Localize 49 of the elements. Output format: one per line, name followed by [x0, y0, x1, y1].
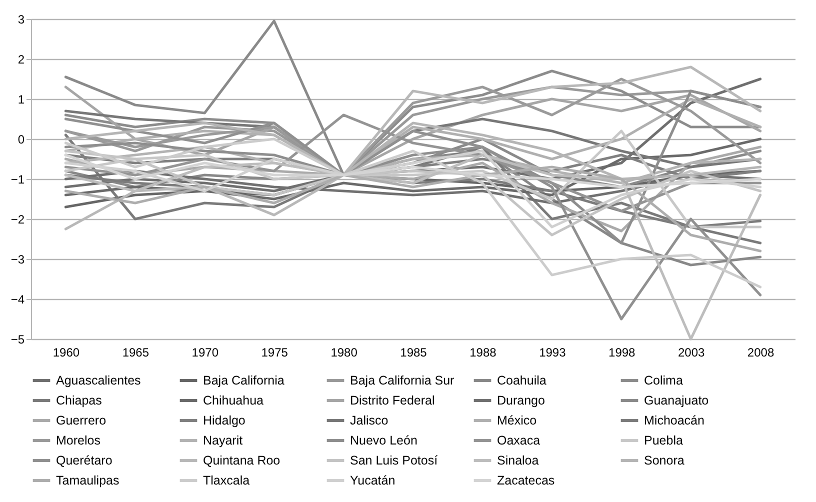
legend-label: Sonora — [644, 454, 684, 468]
legend-label: Yucatán — [350, 474, 396, 488]
legend-label: Sinaloa — [497, 454, 539, 468]
legend-label: Baja California — [203, 374, 284, 388]
legend-label: Quintana Roo — [203, 454, 280, 468]
y-tick-label: −1 — [10, 172, 25, 186]
y-tick-label: −5 — [10, 332, 25, 346]
x-tick-label: 1985 — [400, 346, 428, 360]
legend-label: Zacatecas — [497, 474, 555, 488]
legend-label: Durango — [497, 394, 545, 408]
legend-label: Nayarit — [203, 434, 244, 448]
legend-label: Guerrero — [56, 414, 106, 428]
y-tick-label: 1 — [18, 92, 25, 106]
y-tick-label: 0 — [18, 132, 25, 146]
x-tick-label: 1960 — [52, 346, 80, 360]
legend-label: Hidalgo — [203, 414, 246, 428]
legend-label: Michoacán — [644, 414, 704, 428]
legend-label: Querétaro — [56, 454, 112, 468]
legend-label: Puebla — [644, 434, 683, 448]
legend-label: Distrito Federal — [350, 394, 435, 408]
legend-label: Colima — [644, 374, 683, 388]
legend-label: Chihuahua — [203, 394, 264, 408]
x-tick-label: 2003 — [678, 346, 705, 360]
legend-label: Morelos — [56, 434, 100, 448]
legend-label: Jalisco — [350, 414, 388, 428]
legend-label: Aguascalientes — [56, 374, 141, 388]
x-tick-label: 1993 — [539, 346, 566, 360]
x-tick-label: 1980 — [330, 346, 358, 360]
y-tick-label: −2 — [10, 212, 25, 226]
legend-label: Guanajuato — [644, 394, 709, 408]
x-tick-label: 1975 — [261, 346, 288, 360]
legend-label: Chiapas — [56, 394, 102, 408]
x-tick-label: 2008 — [747, 346, 774, 360]
y-tick-label: 3 — [18, 12, 25, 26]
legend-label: Tamaulipas — [56, 474, 120, 488]
y-tick-label: 2 — [18, 52, 25, 66]
legend-label: Tlaxcala — [203, 474, 250, 488]
x-tick-label: 1998 — [608, 346, 636, 360]
y-tick-label: −4 — [10, 292, 25, 306]
legend-label: Coahuila — [497, 374, 546, 388]
x-tick-label: 1970 — [192, 346, 219, 360]
y-tick-label: −3 — [10, 252, 25, 266]
legend-label: México — [497, 414, 537, 428]
legend-label: Oaxaca — [497, 434, 540, 448]
legend-label: Nuevo León — [350, 434, 418, 448]
legend-label: San Luis Potosí — [350, 454, 438, 468]
x-tick-label: 1965 — [122, 346, 150, 360]
legend-label: Baja California Sur — [350, 374, 454, 388]
x-tick-label: 1988 — [470, 346, 497, 360]
